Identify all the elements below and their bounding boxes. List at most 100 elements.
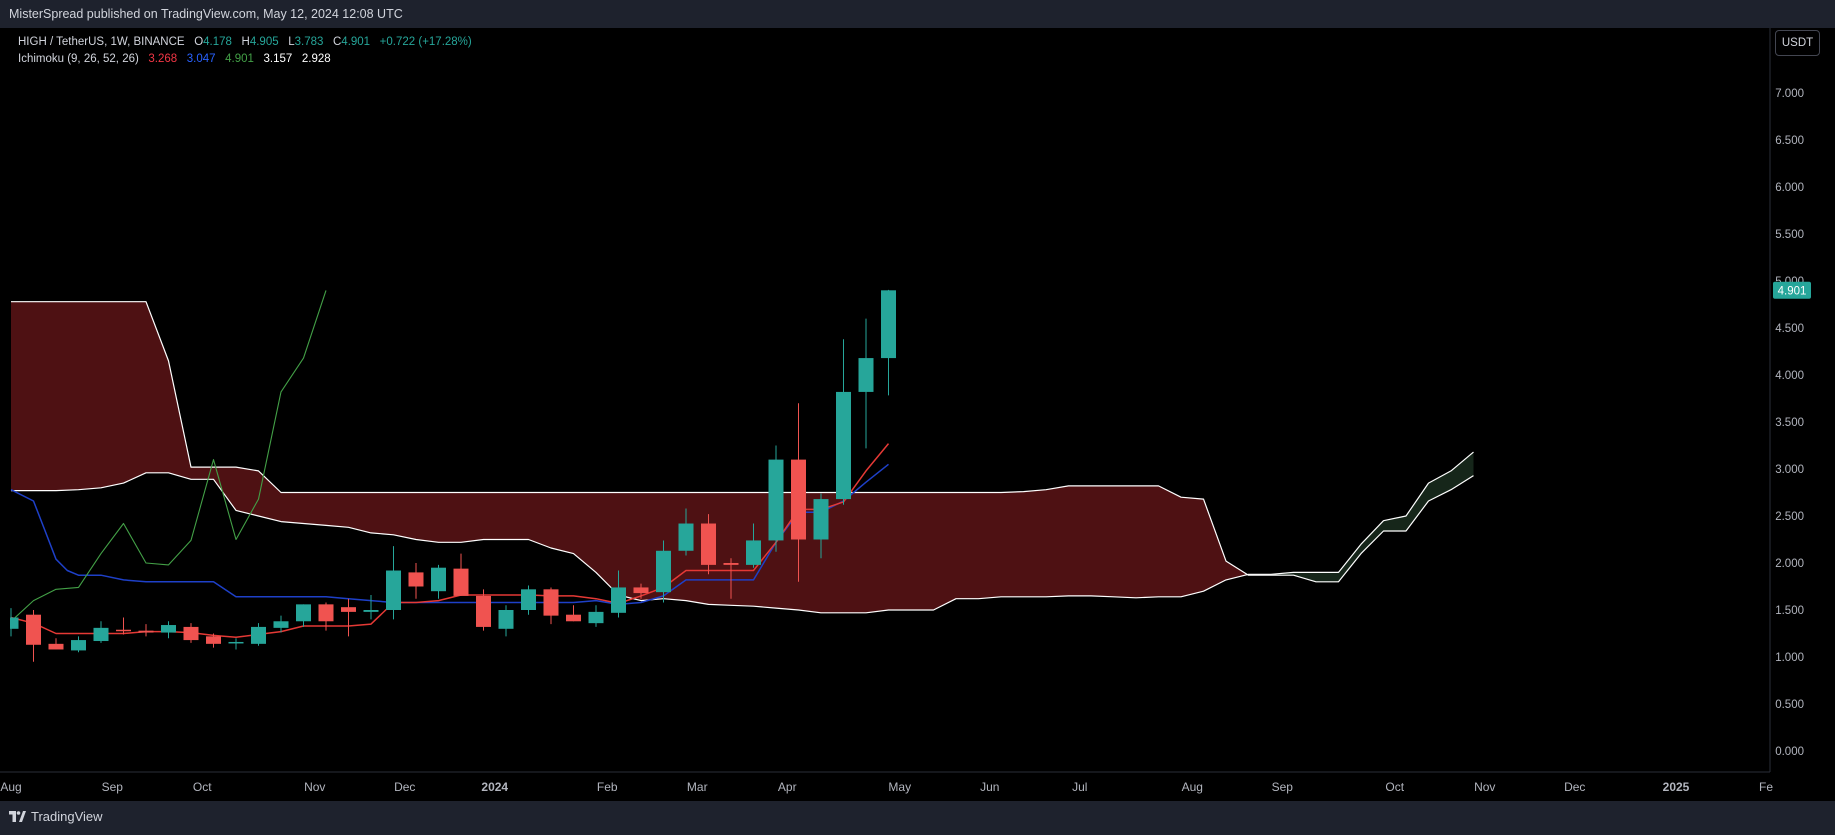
ichimoku-tenkan-line (10, 443, 890, 639)
time-tick-label: Dec (394, 780, 415, 794)
candle-body (701, 523, 716, 565)
candle-body (228, 641, 244, 644)
candle-body (251, 626, 266, 644)
ichimoku-chikou-line (10, 290, 327, 622)
candle-body (341, 607, 356, 612)
time-tick-label: Jul (1072, 780, 1087, 794)
time-tick-label: 2024 (481, 780, 508, 794)
price-tick-label: 7.000 (1775, 88, 1804, 100)
ichimoku-cloud-segment (56, 301, 79, 491)
candle-body (836, 391, 851, 500)
candle-body (813, 499, 829, 540)
ichimoku-cloud-segment (956, 492, 979, 599)
ichimoku-cloud-segment (1451, 452, 1474, 490)
time-tick-label: Aug (0, 780, 21, 794)
candle-body (408, 572, 424, 587)
ichimoku-cloud-segment (618, 492, 641, 601)
candle-body (791, 459, 806, 540)
ichimoku-cloud-segment (191, 467, 214, 480)
time-tick-label: Sep (102, 780, 124, 794)
ichimoku-cloud-segment (708, 492, 731, 606)
ichimoku-kijun-line (10, 463, 889, 606)
candle-body (723, 563, 739, 565)
price-tick-label: 4.000 (1775, 370, 1804, 382)
time-tick-label: May (888, 780, 911, 794)
time-tick-label: Sep (1272, 780, 1294, 794)
time-tick-label: Apr (778, 780, 797, 794)
candle-body (48, 643, 64, 650)
ichimoku-cloud-segment (236, 467, 259, 516)
ichimoku-cloud-segment (573, 492, 596, 573)
open-label: O (194, 36, 204, 48)
ichimoku-cloud-segment (11, 301, 34, 491)
ichimoku-cloud-segment (281, 492, 304, 524)
candle-body (768, 459, 784, 541)
candle-body (183, 626, 199, 641)
candle-body (566, 614, 581, 622)
ichimoku-cloud-segment (911, 492, 934, 610)
ichimoku-cloud-segment (483, 492, 506, 540)
close-label: C (332, 36, 342, 48)
ichimoku-cloud-segment (326, 492, 349, 528)
tenkan-value: 3.268 (148, 53, 178, 65)
ichimoku-cloud-segment (1293, 572, 1316, 582)
ichimoku-cloud-segment (1046, 485, 1069, 597)
ichimoku-cloud-segment (506, 492, 529, 540)
high-value: 4.905 (249, 36, 279, 48)
ichimoku-cloud-segment (1181, 497, 1204, 597)
ichimoku-cloud-segment (1023, 489, 1046, 597)
ichimoku-cloud-segment (438, 492, 461, 543)
price-tick-label: 3.500 (1775, 417, 1804, 429)
ichimoku-cloud-segment (596, 492, 619, 595)
candle-body (678, 523, 694, 551)
ichimoku-cloud-segment (1113, 485, 1136, 598)
span-b-value: 2.928 (301, 53, 331, 65)
kijun-value: 3.047 (186, 53, 216, 65)
ichimoku-cloud-segment (1091, 485, 1114, 597)
chart-legend: HIGH / TetherUS, 1W, BINANCE O4.178 H4.9… (18, 34, 472, 68)
ichimoku-cloud-segment (866, 492, 889, 613)
ichimoku-cloud-segment (1316, 572, 1339, 582)
ichimoku-cloud-segment (123, 301, 146, 484)
tradingview-logo-icon (9, 811, 26, 822)
candle-body (296, 604, 311, 622)
symbol-title: HIGH / TetherUS, 1W, BINANCE (18, 36, 185, 48)
candle-body (138, 630, 154, 633)
ichimoku-cloud-segment (1226, 561, 1248, 580)
currency-button[interactable]: USDT (1775, 30, 1820, 56)
tradingview-brand[interactable]: TradingView (9, 809, 103, 824)
ichimoku-span-b-line (11, 301, 1474, 583)
last-price-label: 4.901 (1778, 285, 1807, 297)
price-tick-label: 6.000 (1775, 182, 1804, 194)
ichimoku-cloud-segment (933, 492, 956, 610)
ichimoku-cloud-segment (371, 492, 394, 535)
candle-body (611, 587, 626, 613)
price-tick-label: 0.000 (1775, 746, 1804, 758)
candle-body (93, 627, 109, 642)
price-tick-label: 1.500 (1775, 605, 1804, 617)
ichimoku-cloud-segment (393, 492, 416, 540)
candle-body (656, 550, 671, 593)
span-a-value: 3.157 (263, 53, 293, 65)
indicator-row[interactable]: Ichimoku (9, 26, 52, 26) 3.268 3.047 4.9… (18, 51, 472, 68)
ichimoku-cloud-segment (101, 301, 124, 488)
candle-body (206, 636, 221, 644)
close-value: 4.901 (341, 36, 371, 48)
ichimoku-cloud-segment (348, 492, 371, 533)
time-tick-label: Feb (597, 780, 618, 794)
time-tick-label: Nov (304, 780, 325, 794)
footer-bar: TradingView (0, 801, 1835, 835)
ichimoku-cloud-segment (686, 492, 709, 605)
candle-body (161, 625, 176, 633)
ichimoku-cloud-segment (551, 492, 574, 554)
plot-area (10, 289, 1474, 662)
candle-body (71, 640, 86, 651)
candle-body (858, 358, 874, 392)
candle-body (498, 610, 514, 629)
ichimoku-cloud-segment (1406, 483, 1429, 532)
time-tick-label: Mar (687, 780, 708, 794)
chikou-value: 4.901 (225, 53, 254, 65)
ichimoku-cloud-segment (168, 360, 191, 480)
candle-body (521, 589, 536, 610)
